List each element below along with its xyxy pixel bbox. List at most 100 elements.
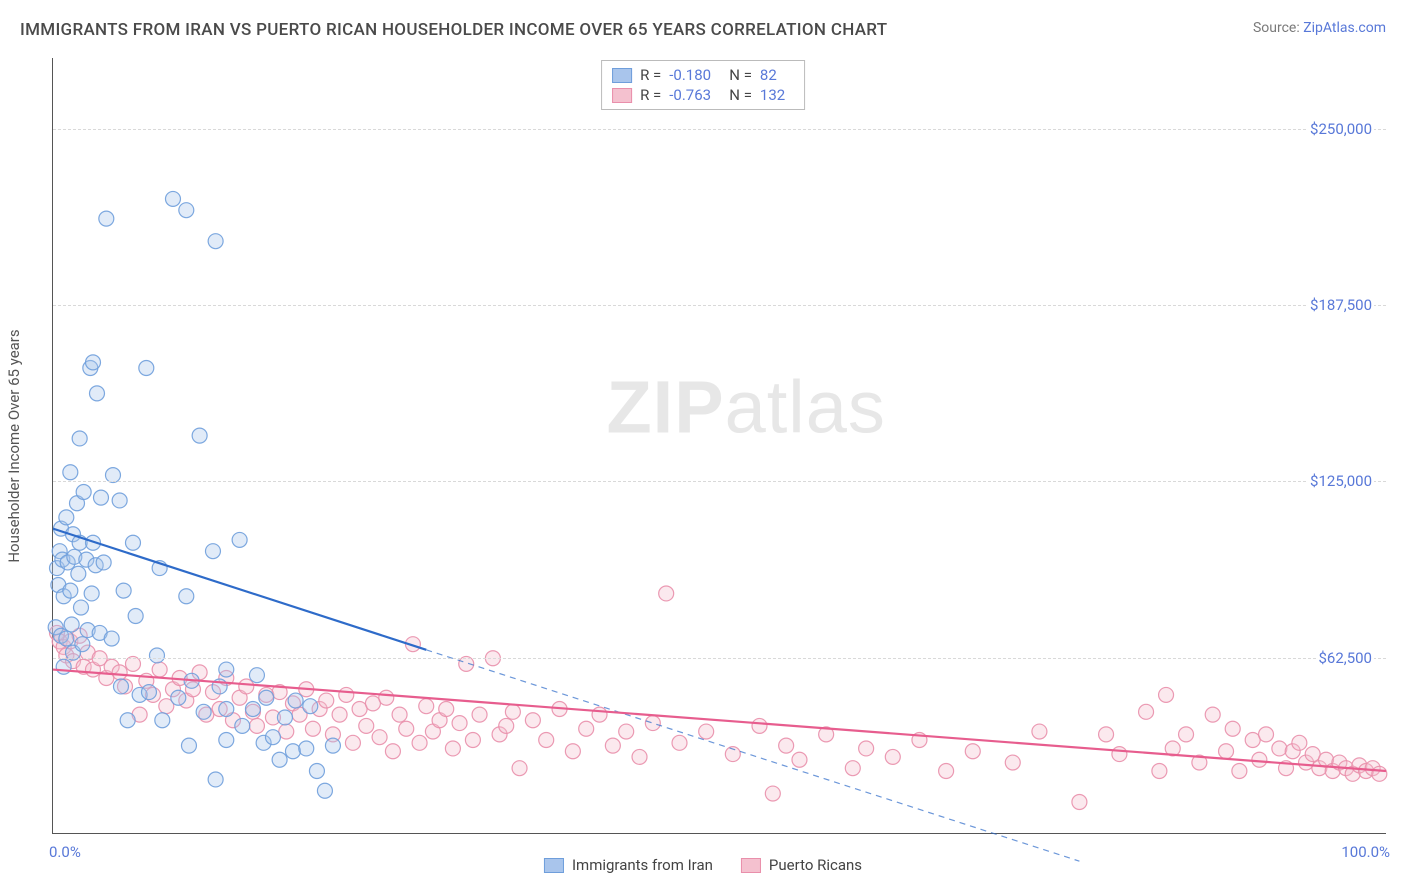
marker-iran bbox=[149, 648, 164, 663]
marker-pr bbox=[125, 656, 140, 671]
marker-iran bbox=[125, 535, 140, 550]
marker-iran bbox=[245, 702, 260, 717]
marker-pr bbox=[1159, 687, 1174, 702]
y-tick-label: $187,500 bbox=[1308, 296, 1374, 314]
marker-pr bbox=[319, 693, 334, 708]
marker-pr bbox=[1225, 721, 1240, 736]
marker-pr bbox=[1272, 741, 1287, 756]
legend-label-pr: Puerto Ricans bbox=[769, 856, 862, 874]
marker-pr bbox=[965, 744, 980, 759]
marker-pr bbox=[592, 707, 607, 722]
marker-pr bbox=[632, 749, 647, 764]
marker-iran bbox=[141, 685, 156, 700]
marker-pr bbox=[1032, 724, 1047, 739]
marker-iran bbox=[179, 203, 194, 218]
marker-pr bbox=[699, 724, 714, 739]
marker-pr bbox=[339, 687, 354, 702]
marker-pr bbox=[412, 735, 427, 750]
marker-pr bbox=[859, 741, 874, 756]
marker-pr bbox=[112, 665, 127, 680]
marker-pr bbox=[792, 752, 807, 767]
marker-iran bbox=[155, 713, 170, 728]
swatch-iran bbox=[612, 68, 632, 83]
marker-pr bbox=[249, 718, 264, 733]
r-value-iran: -0.180 bbox=[669, 66, 721, 84]
marker-pr bbox=[1152, 764, 1167, 779]
marker-iran bbox=[288, 693, 303, 708]
marker-pr bbox=[332, 707, 347, 722]
marker-pr bbox=[565, 744, 580, 759]
marker-pr bbox=[305, 721, 320, 736]
marker-iran bbox=[299, 741, 314, 756]
marker-iran bbox=[192, 428, 207, 443]
marker-iran bbox=[139, 361, 154, 376]
marker-pr bbox=[605, 738, 620, 753]
marker-iran bbox=[96, 555, 111, 570]
marker-pr bbox=[239, 679, 254, 694]
marker-iran bbox=[259, 690, 274, 705]
marker-iran bbox=[285, 744, 300, 759]
marker-pr bbox=[439, 702, 454, 717]
marker-iran bbox=[104, 631, 119, 646]
marker-pr bbox=[345, 735, 360, 750]
marker-iran bbox=[76, 485, 91, 500]
marker-pr bbox=[539, 733, 554, 748]
y-tick-label: $125,000 bbox=[1308, 472, 1374, 490]
marker-pr bbox=[1099, 727, 1114, 742]
marker-pr bbox=[1112, 747, 1127, 762]
marker-pr bbox=[392, 707, 407, 722]
marker-pr bbox=[1139, 704, 1154, 719]
marker-iran bbox=[219, 662, 234, 677]
marker-iran bbox=[89, 386, 104, 401]
gridline bbox=[53, 658, 1386, 659]
legend-stat-row-iran: R =-0.180N =82 bbox=[612, 65, 794, 85]
n-label: N = bbox=[729, 66, 752, 84]
trendline-dashed-iran bbox=[426, 650, 1079, 861]
marker-pr bbox=[645, 716, 660, 731]
marker-iran bbox=[75, 637, 90, 652]
source-prefix: Source: bbox=[1253, 20, 1303, 36]
marker-iran bbox=[116, 583, 131, 598]
legend-stats-box: R =-0.180N =82R =-0.763N =132 bbox=[601, 60, 805, 110]
marker-iran bbox=[303, 699, 318, 714]
swatch-pr bbox=[612, 88, 632, 103]
legend-stat-row-pr: R =-0.763N =132 bbox=[612, 85, 794, 105]
n-value-iran: 82 bbox=[760, 66, 794, 84]
marker-pr bbox=[505, 704, 520, 719]
marker-pr bbox=[452, 716, 467, 731]
marker-iran bbox=[59, 510, 74, 525]
marker-iran bbox=[272, 752, 287, 767]
marker-pr bbox=[939, 764, 954, 779]
marker-iran bbox=[64, 617, 79, 632]
y-tick-label: $62,500 bbox=[1316, 649, 1374, 667]
marker-pr bbox=[512, 761, 527, 776]
marker-pr bbox=[472, 707, 487, 722]
marker-pr bbox=[419, 699, 434, 714]
marker-iran bbox=[63, 583, 78, 598]
marker-pr bbox=[379, 690, 394, 705]
x-tick-label: 0.0% bbox=[49, 843, 81, 861]
marker-iran bbox=[219, 733, 234, 748]
plot-svg bbox=[53, 58, 1386, 833]
marker-pr bbox=[525, 713, 540, 728]
chart-area: ZIPatlas $62,500$125,000$187,500$250,000… bbox=[52, 58, 1386, 834]
swatch-iran bbox=[544, 858, 564, 873]
n-label: N = bbox=[729, 86, 752, 104]
marker-pr bbox=[1372, 766, 1387, 781]
y-axis-label: Householder Income Over 65 years bbox=[5, 329, 23, 562]
source-link[interactable]: ZipAtlas.com bbox=[1303, 20, 1386, 36]
marker-iran bbox=[56, 659, 71, 674]
source-line: Source: ZipAtlas.com bbox=[1253, 20, 1386, 36]
marker-pr bbox=[845, 761, 860, 776]
marker-iran bbox=[208, 772, 223, 787]
marker-iran bbox=[249, 668, 264, 683]
marker-iran bbox=[277, 710, 292, 725]
marker-iran bbox=[232, 532, 247, 547]
marker-pr bbox=[672, 735, 687, 750]
marker-pr bbox=[465, 733, 480, 748]
n-value-pr: 132 bbox=[760, 86, 794, 104]
marker-pr bbox=[359, 718, 374, 733]
marker-pr bbox=[499, 718, 514, 733]
marker-pr bbox=[372, 730, 387, 745]
marker-pr bbox=[1219, 744, 1234, 759]
